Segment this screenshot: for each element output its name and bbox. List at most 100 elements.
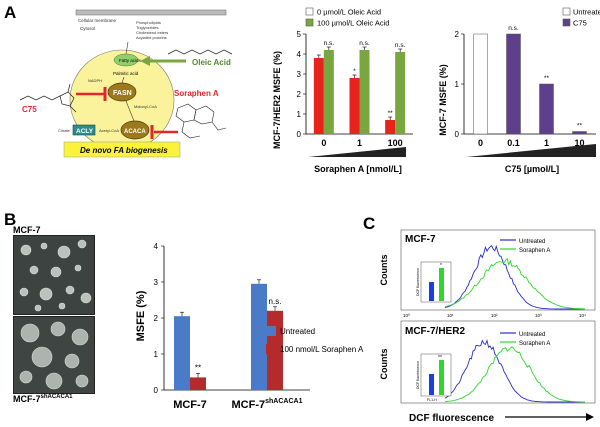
acly-node [72,124,96,136]
chart1-x-tick-label: 0 [321,138,326,148]
legend-swatch-untreated [562,7,571,16]
oleic-molecule [167,49,233,55]
micrograph-mcf7 [13,235,95,315]
svg-text:10⁰: 10⁰ [403,313,410,318]
msfe-mcf7-c75-chart: MCF-7 MSFE (%) 0 1 2 0 0.1 1 10 n.s. ** ** Untre… [438,7,600,175]
svg-text:Acetyl-CoA: Acetyl-CoA [99,128,119,133]
soraphen-molecule [175,103,227,139]
curve-top-untreated [444,244,585,310]
chart1-bar [313,58,324,134]
chart1-y-tick-label: 1 [297,110,302,119]
chart2-xlabel: C75 [µmol/L] [505,164,559,174]
chart2-annotation: ** [544,75,550,82]
hist-bottom-legend-soraphen: Soraphen A [519,341,550,347]
curve-bottom-soraphen [444,346,585,403]
acaca-node [120,120,150,140]
chart1-y-tick-label: 4 [297,50,302,59]
chart2-x-tick-label: 0 [478,138,483,148]
legend-swatch-b-soraphen [266,344,276,354]
chart2-x-tick-label: 0.1 [507,138,520,148]
chart3-ylabel: MSFE (%) [135,290,147,341]
legend-swatch-oleic-0 [305,7,314,16]
chart1-y-tick-label: 3 [297,70,302,79]
chart3-y-tick-label: 4 [154,242,159,251]
chart3-y-tick-label: 0 [154,386,159,395]
oleic-label: Oleic Acid [192,58,231,67]
chart1-x-tick-label: 100 [388,138,403,148]
dcf-flow-histograms: MCF-7 Counts Untreated Soraphen A * DCF … [375,222,600,427]
curve-top-soraphen [444,257,586,310]
legend-swatch-oleic-100 [305,18,314,27]
inset-top-ylabel: DCF fluorescence [416,268,420,296]
hist-bottom-ylabel: Counts [379,349,389,380]
panel-label-b: B [4,210,17,229]
svg-text:NADPH: NADPH [88,78,102,83]
chart1-annotation: * [353,68,356,75]
svg-text:De novo FA biogenesis: De novo FA biogenesis [80,146,168,155]
panel-label-a: A [4,3,17,22]
membrane-label: Cellular membrane [78,18,117,23]
svg-text:Fatty acids: Fatty acids [119,58,142,63]
legend-swatch-c75 [562,18,571,27]
msfe-her2-soraphen-chart: MCF-7/HER2 MSFE (%) 0 1 2 3 4 5 0 1 100 n.s. * n.s… [272,7,413,174]
chart2-bar [506,33,521,135]
legend-label-oleic-100: 100 µmol/L Oleic Acid [317,19,389,28]
chart1-annotation: ** [388,110,394,117]
inset-bottom-bar-soraphen [439,360,444,395]
micrograph-label-mcf7: MCF-7 [13,225,41,235]
chart2-bar [539,83,554,135]
c75-dose-wedge [466,144,596,157]
chart2-y-tick-label: 1 [455,80,460,89]
chart2-annotation: ** [577,123,583,130]
fa-biogenesis-diagram: Cellular membrane Cytosol Phospholipids … [19,9,233,158]
chart1-annotation: n.s. [359,40,370,47]
chart2-ylabel: MCF-7 MSFE (%) [438,64,448,136]
histogram-mcf7: MCF-7 Counts Untreated Soraphen A * DCF … [379,229,596,318]
svg-text:10³: 10³ [535,313,542,318]
legend-swatch-b-untreated [266,326,276,336]
inset-bottom-ylabel: DCF fluorescence [416,361,420,389]
chart2-bar [473,33,488,135]
chart1-bar [395,52,406,134]
chart2-y-tick-label: 2 [455,30,460,39]
legend-label-c75: C75 [573,19,587,28]
svg-text:ACLY: ACLY [76,128,94,135]
chart2-y-tick-label: 0 [455,130,460,139]
svg-text:FASN: FASN [113,90,132,97]
svg-text:10¹: 10¹ [447,313,454,318]
inset-top-bar-untreated [429,282,434,301]
chart1-y-tick-label: 0 [297,130,302,139]
chart1-bar [323,50,334,134]
dcf-xlabel: DCF fluorescence [409,413,494,424]
hist-bottom-title: MCF-7/HER2 [405,326,465,337]
chart3-y-tick-label: 1 [154,350,159,359]
chart3-annotation: n.s. [269,297,282,306]
chart2-bar [572,131,587,135]
chart1-ylabel: MCF-7/HER2 MSFE (%) [272,51,282,149]
dose-wedge [308,147,406,157]
chart1-bar [359,50,370,134]
chart3-bar [174,316,190,390]
svg-text:Cholesterol esters: Cholesterol esters [136,30,168,35]
c75-label: C75 [22,105,37,114]
panel-label-c: C [363,214,376,233]
chart1-x-tick-label: 1 [357,138,362,148]
biogenesis-box [63,141,181,158]
inset-bottom-star: ** [438,355,442,361]
legend-label-b-untreated: Untreated [280,327,315,336]
svg-text:Malonyl-CoA: Malonyl-CoA [134,104,157,109]
svg-text:ACACA: ACACA [124,129,146,135]
legend-label-oleic-0: 0 µmol/L Oleic Acid [317,8,381,17]
chart3-bar [190,377,206,390]
chart1-annotation: n.s. [395,42,406,49]
svg-text:10⁴: 10⁴ [579,313,586,318]
hist-top-title: MCF-7 [405,234,436,245]
chart1-bar [385,120,396,134]
hist-bottom-legend-untreated: Untreated [519,332,545,338]
svg-text:Triglycerides: Triglycerides [136,25,159,30]
inset-top-bar-soraphen [439,268,444,301]
svg-text:Palmitic acid: Palmitic acid [113,71,139,76]
legend-label-untreated: Untreated [573,8,600,17]
svg-text:10²: 10² [491,313,498,318]
chart1-xlabel: Soraphen A [nmol/L] [314,164,402,174]
